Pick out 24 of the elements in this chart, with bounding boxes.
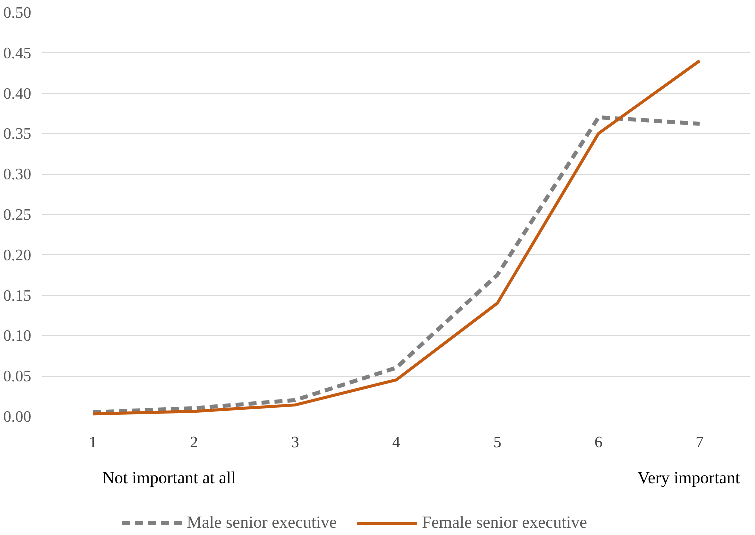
y-tick-label: 0.05 <box>4 368 32 386</box>
y-tick-label: 0.25 <box>4 207 32 224</box>
x-tick-label: 2 <box>190 434 198 452</box>
x-tick-label: 6 <box>594 434 603 452</box>
y-tick-label: 0.50 <box>4 5 32 22</box>
y-tick-label: 0.30 <box>4 166 32 184</box>
x-tick-label: 4 <box>392 434 400 452</box>
x-tick-label: 1 <box>89 434 98 452</box>
y-tick-label: 0.35 <box>4 126 32 144</box>
y-tick-label: 0.40 <box>4 86 32 103</box>
x-tick-label: 5 <box>494 434 502 452</box>
legend-label: Female senior executive <box>422 513 588 533</box>
x-tick-label: 3 <box>291 434 300 452</box>
y-tick-label: 0.00 <box>4 409 32 426</box>
y-tick-label: 0.45 <box>4 45 32 62</box>
line-series <box>91 116 702 414</box>
text: Not important at all <box>102 468 236 488</box>
y-tick-label: 0.10 <box>4 328 32 346</box>
legend-label: Male senior executive <box>187 513 338 533</box>
y-tick-label: 0.20 <box>4 247 32 264</box>
line-series <box>92 59 702 416</box>
y-tick-label: 0.15 <box>4 288 32 305</box>
text: Very important <box>638 468 740 488</box>
x-tick-label: 7 <box>696 434 704 452</box>
